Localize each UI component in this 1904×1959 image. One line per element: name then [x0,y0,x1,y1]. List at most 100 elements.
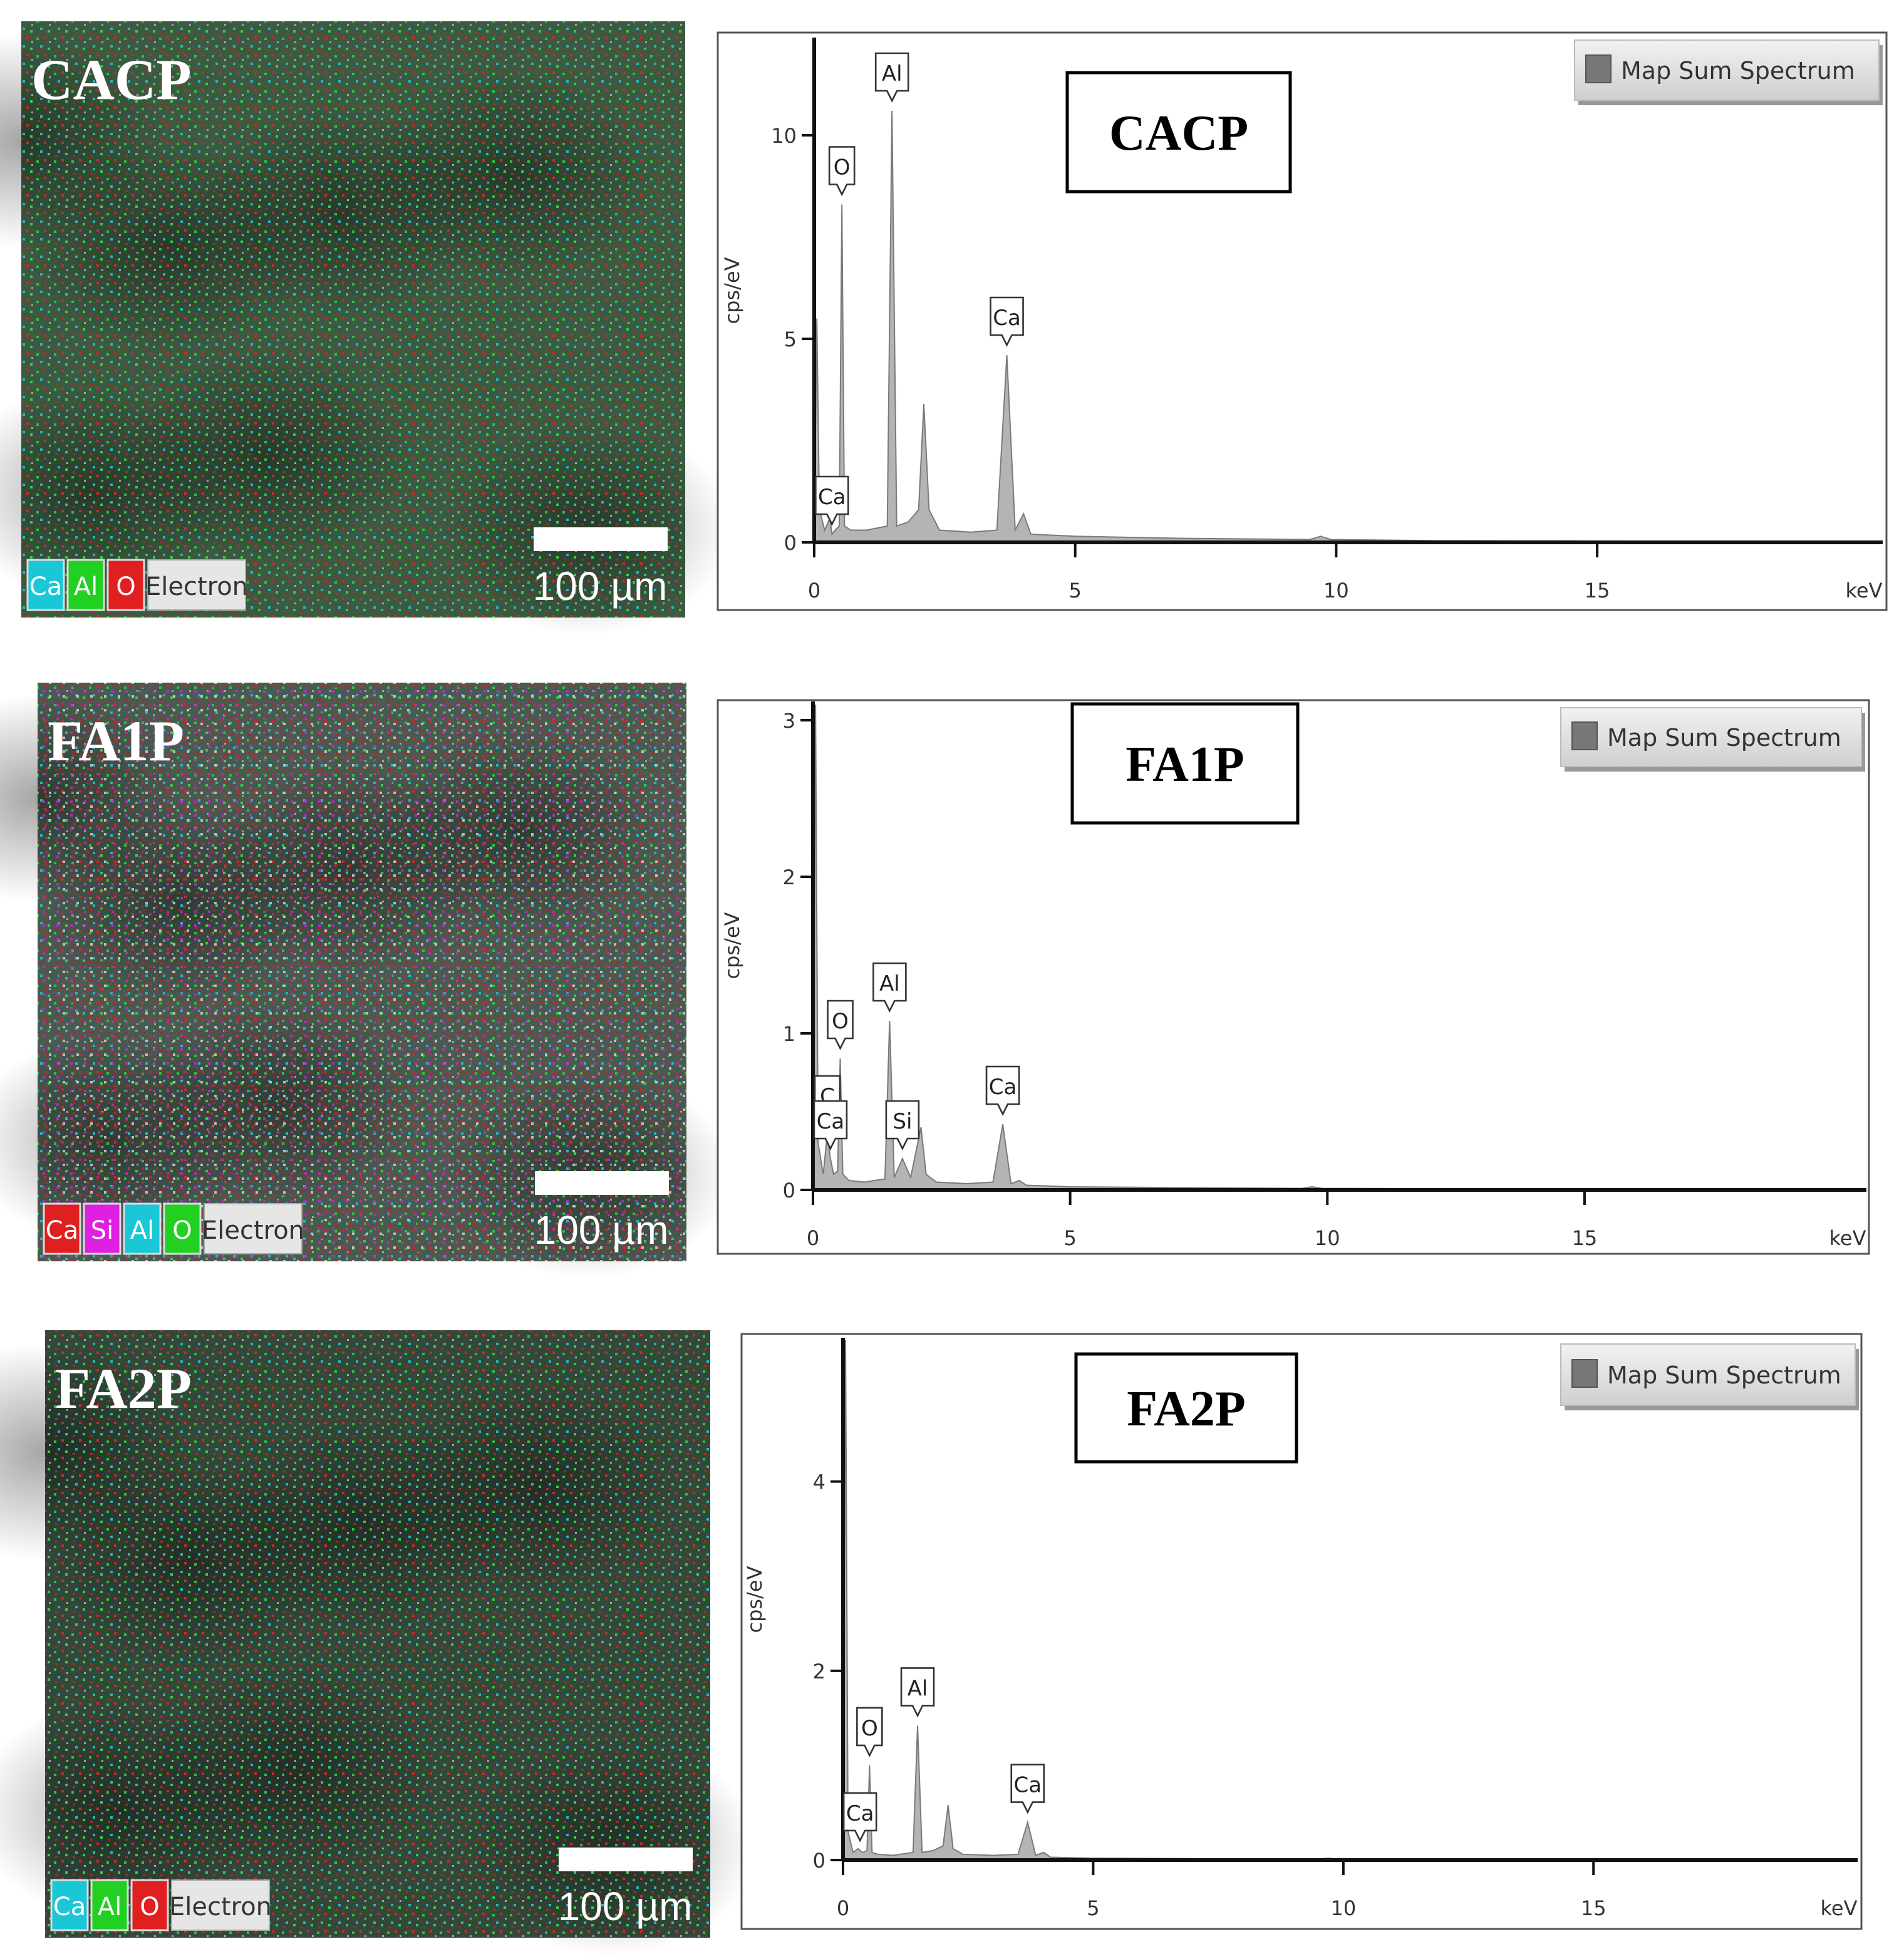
y-tick-label: 5 [784,328,797,351]
peak-callout [900,1667,935,1718]
peak-label: Ca [989,1075,1017,1100]
x-tick-label: 5 [1069,579,1082,602]
legend-box [1560,1343,1856,1406]
x-axis-label: keV [1821,1896,1858,1920]
peak-callout [985,1065,1020,1116]
title-box [1074,1352,1298,1464]
element-chip [66,559,105,611]
peak-label: Ca [1013,1773,1042,1798]
peak-label: O [834,155,851,180]
map-label: CACP [31,48,192,111]
map-speckle [21,21,685,618]
peak-label: Ca [818,485,846,510]
legend-label: Map Sum Spectrum [1621,57,1855,85]
legend-box [1560,707,1862,767]
x-tick-label: 5 [1063,1226,1076,1250]
title-box [1065,71,1292,194]
legend-swatch [1571,721,1598,750]
electron-chip [204,1203,303,1254]
peak-label: Ca [846,1801,874,1826]
map-speckle [45,1330,710,1938]
element-chip [26,559,65,611]
y-tick-label: 1 [783,1022,795,1046]
element-label: Ca [53,1893,86,1921]
peak-callout [874,52,909,103]
legend-label: Map Sum Spectrum [1607,1362,1841,1389]
peak-callout [813,1100,848,1150]
peak-callout [885,1100,920,1150]
y-axis-label: cps/eV [743,1566,767,1633]
x-tick-label: 15 [1585,579,1610,602]
map-label: FA2P [55,1357,192,1420]
peak-label: O [861,1716,878,1741]
electron-chip [147,559,246,611]
peak-label: Ca [817,1109,845,1134]
x-tick-label: 0 [808,579,820,602]
x-tick-label: 0 [807,1226,819,1250]
element-label: O [116,572,135,601]
chart-title: FA2P [1127,1382,1246,1437]
element-chip [130,1879,169,1931]
x-axis-label: keV [1829,1226,1866,1250]
peak-callout [990,296,1024,347]
peak-callout [1010,1764,1045,1814]
peak-label: Si [892,1109,912,1134]
element-chip [83,1202,122,1255]
y-tick-label: 3 [783,709,795,733]
y-tick-label: 0 [783,1179,795,1202]
element-label: Al [74,572,98,601]
x-tick-label: 0 [837,1896,849,1920]
peak-callout [872,962,907,1013]
spectrum-area [812,704,1863,1191]
legend-swatch [1585,54,1612,83]
element-label: O [140,1893,159,1921]
scale-label: 100 µm [533,564,668,609]
electron-chip [171,1879,270,1931]
chart-frame [717,31,1888,611]
element-chip [123,1202,162,1255]
peak-label: O [832,1009,849,1034]
y-tick-label: 4 [813,1471,825,1494]
scale-label: 100 µm [534,1207,669,1253]
x-tick-label: 15 [1581,1896,1606,1920]
map-label: FA1P [48,709,184,773]
element-label: Si [91,1216,114,1245]
x-tick-label: 5 [1087,1896,1099,1920]
element-label: Al [130,1216,154,1245]
element-chip [163,1202,202,1255]
element-label: O [172,1216,192,1245]
peak-callout [815,475,849,526]
scale-bar [535,1171,669,1195]
spectrum-area [813,110,1880,543]
legend-box [1574,39,1880,101]
element-chip [90,1879,129,1931]
element-chip [106,559,145,611]
element-label: Al [98,1893,122,1921]
peak-callout [828,146,856,197]
peak-label: Al [882,61,903,86]
element-label: Ca [46,1216,78,1245]
x-tick-label: 10 [1315,1226,1340,1250]
element-label: Ca [29,572,62,601]
scale-bar [534,527,668,551]
x-tick-label: 10 [1330,1896,1356,1920]
element-chip [50,1879,89,1931]
scale-bar [559,1848,693,1871]
y-tick-label: 2 [813,1660,825,1683]
chart-title: CACP [1109,106,1248,161]
peak-callout [827,1000,854,1050]
peak-label: Ca [993,306,1021,331]
y-tick-label: 2 [783,866,795,889]
element-chip [43,1202,81,1255]
y-tick-label: 10 [771,124,797,148]
peak-callout [842,1792,877,1843]
peak-callout [856,1707,883,1757]
x-axis-label: keV [1846,579,1883,602]
chart-title: FA1P [1125,737,1244,792]
y-tick-label: 0 [813,1849,825,1873]
electron-label: Electron [202,1216,304,1245]
x-tick-label: 10 [1323,579,1349,602]
electron-label: Electron [169,1893,272,1921]
